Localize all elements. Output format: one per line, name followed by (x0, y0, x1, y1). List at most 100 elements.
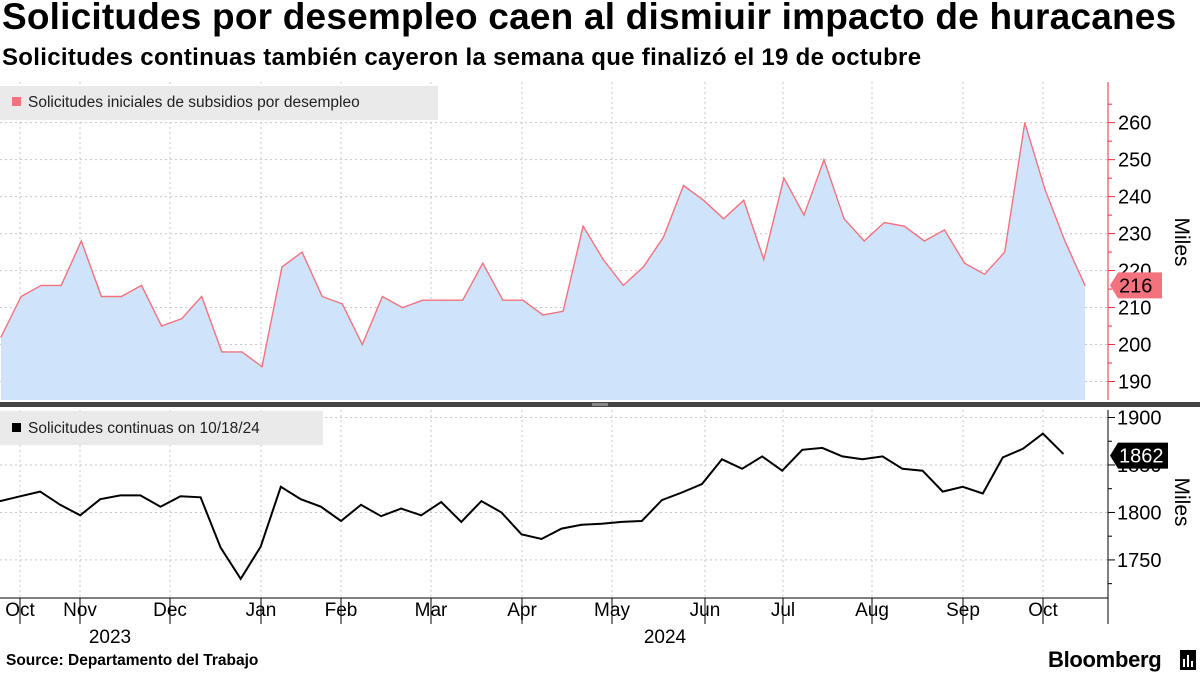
initial-claims-point (40, 284, 42, 286)
continuing-claims-point (701, 483, 703, 485)
initial-claims-point (763, 258, 765, 261)
initial-claims-point (100, 295, 102, 298)
initial-claims-point (301, 251, 303, 253)
initial-claims-point (943, 229, 946, 231)
continuing-claims-point (179, 495, 182, 498)
continuing-claims-point (1042, 432, 1044, 435)
initial-legend-box (0, 86, 438, 120)
continuing-claims-point (661, 499, 663, 501)
continuing-claims-point (300, 498, 302, 501)
continuing-claims-point (340, 520, 342, 522)
initial-claims-point (522, 299, 524, 301)
x-axis-month-label: Jun (690, 600, 721, 621)
initial-claims-point (703, 199, 705, 201)
x-axis-year-label: 2023 (89, 627, 131, 648)
initial-claims-point (60, 284, 62, 286)
x-axis-month-label: Feb (325, 600, 358, 621)
continuing-last-value-badge (1110, 442, 1168, 469)
continuing-claims-point (982, 492, 984, 495)
initial-claims-point (783, 177, 785, 179)
continuing-claims-point (360, 504, 362, 506)
continuing-y-tick-label: 1800 (1117, 502, 1162, 524)
continuing-claims-point (159, 505, 162, 508)
bloomberg-terminal-icon (1180, 650, 1196, 670)
initial-claims-point (863, 240, 865, 242)
initial-claims-point (120, 295, 122, 298)
continuing-y-tick-label: 1750 (1117, 550, 1162, 572)
initial-claims-point (201, 295, 203, 298)
initial-claims-point (1004, 251, 1006, 253)
chart-title: Solicitudes por desempleo caen al dismiu… (2, 0, 1177, 37)
continuing-y-axis-title: Miles (1170, 477, 1193, 526)
continuing-claims-point (320, 505, 322, 508)
continuing-last-value-label: 1862 (1119, 446, 1164, 468)
continuing-claims-point (921, 469, 924, 472)
initial-claims-point (582, 225, 584, 227)
initial-y-tick-label: 200 (1118, 335, 1151, 357)
continuing-claims-point (881, 455, 884, 458)
initial-claims-point (361, 343, 363, 346)
x-axis-year-label: 2024 (644, 627, 687, 648)
initial-claims-point (602, 258, 604, 261)
continuing-claims-point (1062, 452, 1064, 455)
initial-claims-point (381, 295, 383, 298)
initial-claims-point (241, 351, 243, 353)
initial-claims-point (341, 303, 343, 305)
initial-last-value-label: 216 (1119, 275, 1152, 297)
brand-logo-text: Bloomberg (1048, 647, 1162, 672)
continuing-claims-point (259, 545, 262, 548)
continuing-claims-point (119, 494, 122, 497)
continuing-claims-point (380, 515, 382, 517)
initial-claims-point (642, 266, 645, 268)
initial-claims-point (542, 314, 544, 316)
continuing-claims-point (199, 496, 202, 499)
initial-claims-point (281, 266, 283, 268)
initial-claims-point (1064, 240, 1066, 242)
continuing-legend-label: Solicitudes continuas on 10/18/24 (28, 420, 260, 437)
initial-claims-point (462, 299, 464, 301)
continuing-claims-point (219, 546, 222, 549)
continuing-claims-point (721, 458, 723, 461)
continuing-claims-point (621, 521, 623, 523)
continuing-claims-point (600, 523, 603, 525)
panel-divider-handle (592, 403, 608, 406)
initial-y-tick-label: 190 (1118, 372, 1151, 394)
continuing-claims-point (801, 449, 804, 451)
continuing-claims-point (520, 533, 523, 536)
continuing-claims-point (280, 486, 282, 488)
x-axis-month-label: Apr (507, 600, 537, 621)
initial-claims-point (662, 236, 665, 238)
continuing-claims-point (560, 527, 563, 530)
x-axis-month-label: Sep (946, 600, 980, 621)
continuing-claims-point (400, 507, 402, 510)
continuing-claims-point (1002, 456, 1004, 459)
initial-claims-point (843, 218, 845, 220)
continuing-claims-point (641, 520, 643, 522)
continuing-claims-point (0, 500, 1, 502)
initial-y-tick-label: 260 (1118, 113, 1151, 135)
continuing-claims-point (901, 468, 904, 470)
continuing-claims-point (19, 495, 21, 498)
continuing-claims-point (1022, 448, 1024, 450)
initial-claims-point (442, 299, 444, 301)
initial-claims-point (502, 299, 504, 301)
continuing-claims-point (99, 498, 102, 501)
initial-legend-label: Solicitudes iniciales de subsidios por d… (28, 94, 360, 111)
continuing-claims-line (0, 432, 1064, 581)
x-axis-month-label: Aug (855, 600, 889, 621)
initial-claims-point (803, 214, 805, 216)
continuing-claims-point (761, 455, 763, 458)
initial-claims-point (181, 318, 183, 320)
initial-claims-point (562, 310, 564, 312)
continuing-claims-point (861, 458, 864, 461)
initial-claims-point (964, 262, 966, 264)
continuing-claims-point (59, 504, 61, 506)
continuing-claims-point (681, 491, 683, 494)
x-axis-month-label: May (594, 600, 630, 621)
continuing-claims-point (79, 514, 81, 517)
initial-claims-point (823, 159, 825, 161)
continuing-claims-point (440, 501, 443, 503)
initial-claims-point (903, 225, 905, 227)
initial-y-axis-title: Miles (1170, 217, 1193, 266)
